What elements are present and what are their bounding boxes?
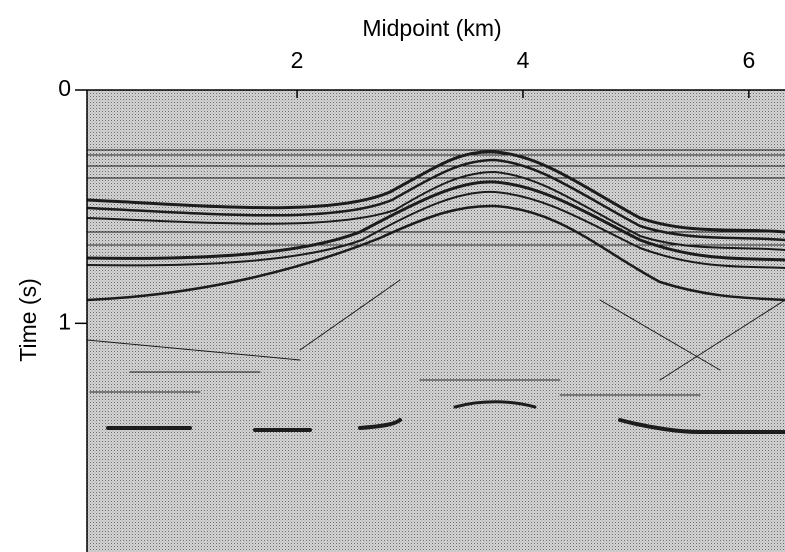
- reflector: [89, 371, 701, 396]
- reflector: [87, 158, 785, 242]
- reflector: [87, 180, 785, 262]
- y-axis-label: Time (s): [15, 278, 41, 361]
- image-background: [87, 90, 785, 552]
- y-tick-label: 0: [58, 75, 71, 101]
- seismic-image: [87, 90, 785, 552]
- x-axis-label: Midpoint (km): [362, 15, 501, 41]
- x-tick-label: 4: [517, 47, 530, 73]
- y-tick-label: 1: [58, 308, 71, 334]
- reflector: [87, 190, 785, 269]
- reflector: [453, 400, 537, 409]
- x-tick-label: 6: [742, 47, 755, 73]
- reflectors: [87, 149, 785, 434]
- reflector: [87, 231, 785, 381]
- reflector: [87, 150, 785, 234]
- reflector: [106, 418, 785, 434]
- reflector: [87, 204, 785, 302]
- reflector: [87, 149, 785, 179]
- x-tick-label: 2: [291, 47, 304, 73]
